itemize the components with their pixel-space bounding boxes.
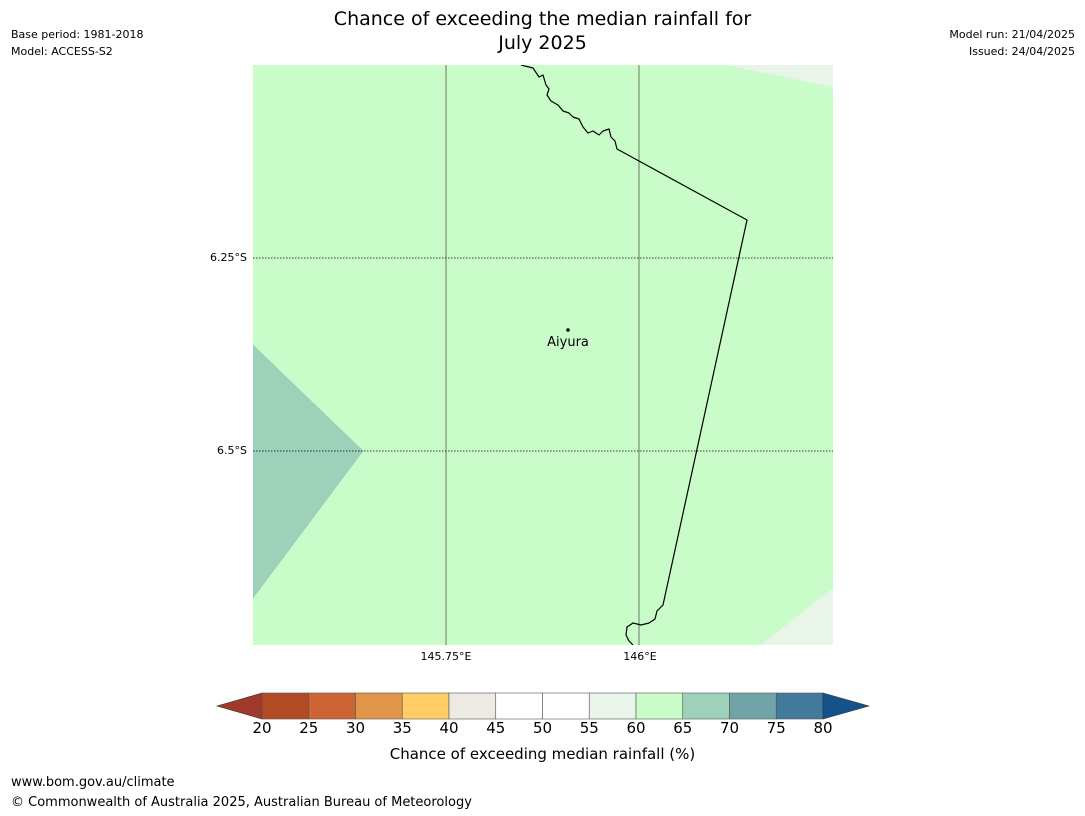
colorbar-bin-20-25 bbox=[261, 692, 310, 720]
colorbar-tick-25: 25 bbox=[299, 719, 319, 737]
title-line-1: Chance of exceeding the median rainfall … bbox=[333, 8, 752, 30]
colorbar-tick-80: 80 bbox=[813, 719, 833, 737]
colorbar-tick-50: 50 bbox=[532, 719, 553, 737]
colorbar-bin-55-60 bbox=[588, 692, 637, 720]
map-region-65-70 bbox=[253, 344, 364, 599]
colorbar-tick-65: 65 bbox=[673, 719, 693, 737]
title-line-2: July 2025 bbox=[498, 32, 587, 54]
colorbar-tick-70: 70 bbox=[719, 719, 740, 737]
model-run-text: Model run: 21/04/2025 bbox=[949, 28, 1075, 41]
lon-label-146: 146°E bbox=[623, 650, 657, 663]
map-region-55-60-se bbox=[761, 588, 833, 645]
colorbar-bin-65-70 bbox=[682, 692, 730, 720]
colorbar-bin-60-65 bbox=[635, 692, 684, 720]
lat-label-6-25: 6.25°S bbox=[210, 251, 247, 264]
map-region-60-65 bbox=[253, 65, 833, 645]
colorbar-tick-45: 45 bbox=[486, 719, 506, 737]
footer-copyright: © Commonwealth of Australia 2025, Austra… bbox=[11, 795, 472, 810]
colorbar-bin-70-75 bbox=[729, 692, 777, 720]
colorbar-bin-35-40 bbox=[401, 692, 450, 720]
colorbar-bin-25-30 bbox=[308, 692, 356, 720]
page-title: Chance of exceeding the median rainfall … bbox=[0, 7, 1085, 55]
colorbar-tick-35: 35 bbox=[392, 719, 412, 737]
lat-label-6-5: 6.5°S bbox=[217, 444, 247, 457]
model-text: Model: ACCESS-S2 bbox=[11, 45, 113, 58]
forecast-map[interactable]: Aiyura bbox=[253, 65, 833, 645]
colorbar-tick-30: 30 bbox=[345, 719, 366, 737]
colorbar-ticks: 20 25 30 35 40 45 50 55 60 65 70 75 80 bbox=[0, 719, 1085, 739]
colorbar-tick-60: 60 bbox=[626, 719, 646, 737]
colorbar-tick-55: 55 bbox=[579, 719, 599, 737]
base-period-text: Base period: 1981-2018 bbox=[11, 28, 144, 41]
colorbar-under-arrow bbox=[215, 692, 263, 720]
map-region-55-60-ne bbox=[726, 65, 833, 87]
colorbar-label: Chance of exceeding median rainfall (%) bbox=[389, 745, 696, 763]
footer-url[interactable]: www.bom.gov.au/climate bbox=[11, 775, 175, 790]
colorbar-bin-40-45 bbox=[448, 692, 497, 720]
issued-text: Issued: 24/04/2025 bbox=[968, 45, 1075, 58]
colorbar-bin-30-35 bbox=[355, 692, 403, 720]
colorbar-tick-40: 40 bbox=[439, 719, 459, 737]
colorbar-bin-45-50 bbox=[495, 692, 543, 720]
colorbar bbox=[215, 692, 871, 720]
colorbar-tick-75: 75 bbox=[766, 719, 786, 737]
colorbar-bin-75-80 bbox=[775, 692, 824, 720]
colorbar-over-arrow bbox=[822, 692, 871, 720]
colorbar-bin-50-55 bbox=[542, 692, 590, 720]
colorbar-tick-20: 20 bbox=[252, 719, 272, 737]
province-boundary bbox=[520, 65, 748, 645]
aiyura-label: Aiyura bbox=[547, 335, 589, 350]
lon-label-145-75: 145.75°E bbox=[420, 650, 472, 663]
aiyura-marker[interactable] bbox=[566, 328, 570, 332]
